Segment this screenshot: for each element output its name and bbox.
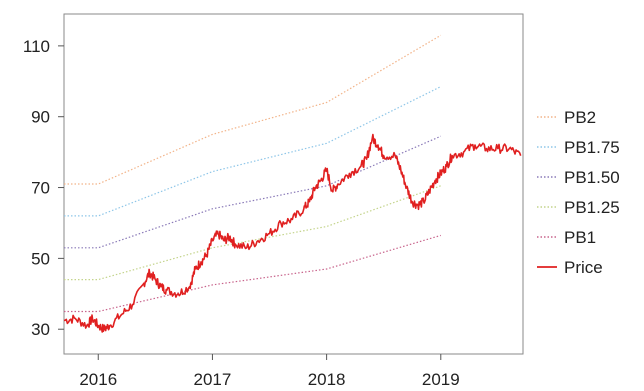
legend-label: PB2	[564, 108, 596, 127]
y-tick-label: 110	[23, 37, 50, 56]
series-line-pb1-25	[64, 185, 442, 281]
series-line-pb2	[64, 34, 442, 185]
series-line-pb1	[64, 234, 441, 313]
series-line-price	[63, 133, 522, 333]
series-layer	[63, 34, 522, 333]
x-tick-label: 2019	[422, 370, 460, 389]
x-tick-label: 2016	[79, 370, 117, 389]
legend-label: PB1.25	[564, 198, 620, 217]
legend-label: PB1.50	[564, 168, 620, 187]
y-tick-label: 90	[31, 108, 50, 127]
y-tick-label: 70	[31, 179, 50, 198]
plot-area	[63, 13, 524, 355]
legend-label: PB1.75	[564, 138, 620, 157]
axis-layer: 30 50 70 90 110 2016 2017 2018 2019	[23, 37, 460, 389]
legend: PB2 PB1.75 PB1.50 PB1.25 PB1 Price	[537, 108, 620, 277]
y-tick-label: 50	[31, 249, 50, 268]
legend-label: PB1	[564, 228, 596, 247]
legend-label: Price	[564, 258, 603, 277]
y-tick-label: 30	[31, 320, 50, 339]
x-tick-label: 2018	[308, 370, 346, 389]
series-line-pb1-50	[64, 135, 442, 249]
x-tick-label: 2017	[194, 370, 232, 389]
